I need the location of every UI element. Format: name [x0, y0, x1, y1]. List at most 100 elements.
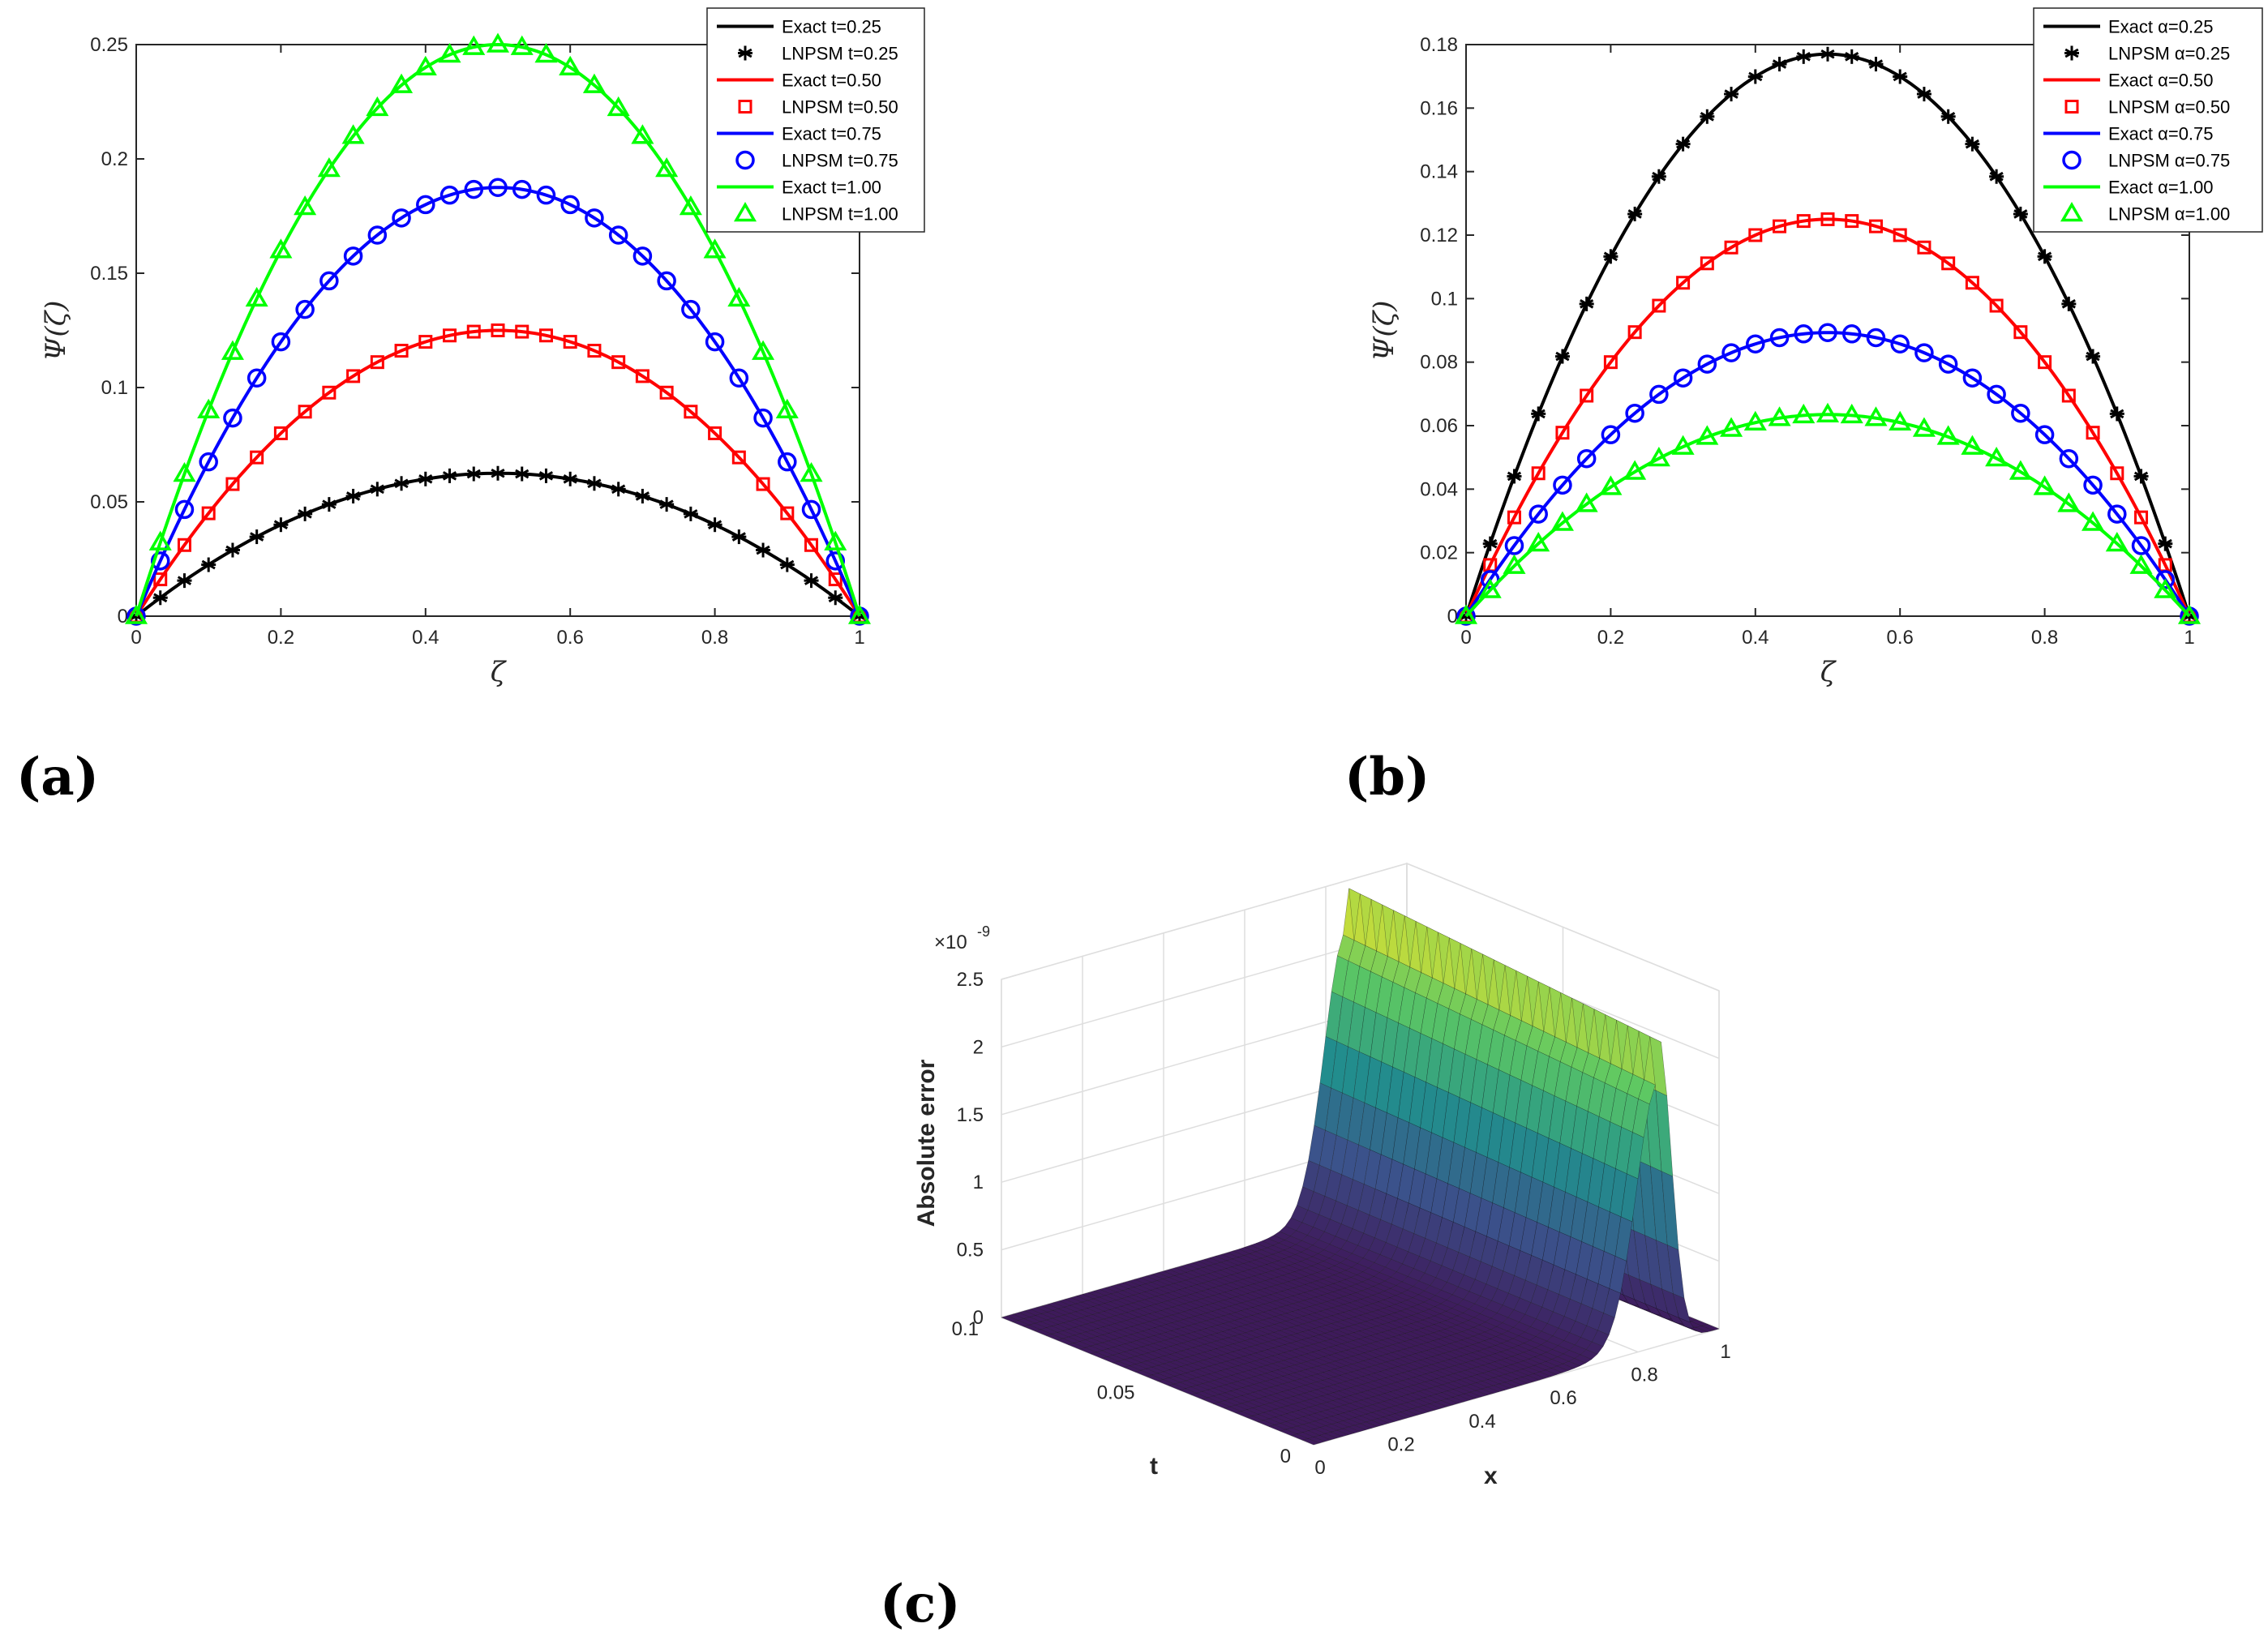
panelA-marker-0 [442, 468, 457, 483]
panelB-xtick-label: 0 [1460, 627, 1471, 649]
panelA-marker-1 [250, 450, 264, 465]
panelB-marker-0 [1868, 57, 1884, 72]
panelB-marker-3 [2177, 604, 2202, 624]
panelB-marker-3 [2057, 492, 2081, 512]
panelB-ytick-label: 0.04 [1420, 478, 1458, 500]
panelA-series-line-3 [135, 42, 861, 617]
panelB-marker-2 [1721, 343, 1741, 362]
panelA-marker-1 [298, 405, 312, 419]
panelA-xtick-label: 0.6 [557, 627, 584, 649]
panelA-marker-1 [273, 426, 288, 440]
panelA-marker-2 [295, 299, 315, 319]
panelB-marker-3 [1743, 410, 1767, 431]
panelA-ytick-label: 0.25 [90, 34, 128, 56]
panelA-legend-marker-0 [738, 45, 752, 61]
panelB-ytick-label: 0.1 [1431, 288, 1458, 310]
panelA-marker-0 [201, 557, 217, 572]
panelA-marker-0 [804, 573, 819, 589]
panelA-marker-1 [394, 344, 409, 358]
panelA-marker-0 [321, 497, 337, 512]
panelB-marker-1 [1676, 276, 1691, 290]
panelB-marker-1 [1700, 256, 1714, 271]
panelA-marker-3 [486, 32, 510, 53]
panelA-marker-3 [775, 398, 799, 418]
panelA-marker-2 [392, 208, 411, 228]
panel-c-ztick-label: 0.5 [957, 1240, 984, 1262]
panelB-marker-0 [1916, 87, 1931, 102]
panelB-marker-0 [1627, 206, 1643, 221]
panelA-series-line-2 [135, 186, 861, 617]
panel-c-xtick-label: 0.8 [1631, 1364, 1657, 1386]
panelB-marker-1 [1748, 228, 1763, 242]
panelA-marker-1 [322, 385, 337, 400]
panelB-xtick-label: 1 [2184, 627, 2194, 649]
panelB-marker-0 [1675, 136, 1691, 152]
panelA-marker-2 [343, 246, 363, 266]
panelA-xtick-label: 1 [854, 627, 864, 649]
panelB-marker-3 [1671, 435, 1695, 455]
panelB-marker-1 [1580, 388, 1594, 403]
panelB-marker-0 [2133, 469, 2149, 484]
panelA-marker-2 [585, 208, 604, 228]
panelB-marker-3 [1575, 492, 1598, 512]
panelB-xtick-label: 0.8 [2031, 627, 2058, 649]
panelB-legend-box [2033, 7, 2263, 233]
panelB-ytick-label: 0 [1447, 606, 1458, 628]
panelB-legend-marker-1 [2064, 100, 2079, 114]
panelA-marker-2 [657, 271, 676, 291]
panelB-marker-1 [1603, 355, 1618, 370]
panel-c-ztick-label: 1.5 [957, 1104, 984, 1126]
panelB-marker-1 [1845, 214, 1859, 229]
panel-c-ztick-label: 1 [973, 1172, 984, 1193]
panelA-marker-0 [683, 506, 698, 521]
panelA-marker-3 [703, 238, 727, 259]
panelA-legend-marker-1 [738, 100, 752, 114]
panelB-ytick-label: 0.16 [1420, 97, 1458, 119]
panelA-marker-0 [152, 590, 168, 606]
panelB-legend-label-exact-3: Exact α=1.00 [2108, 178, 2214, 198]
panelB-marker-2 [1890, 334, 1910, 353]
panelA-marker-1 [708, 426, 722, 440]
panelA-marker-1 [466, 324, 481, 339]
panelA-marker-0 [177, 573, 192, 589]
panelA-marker-1 [201, 506, 216, 520]
panelB-ytick-label: 0.12 [1420, 225, 1458, 246]
panel-c-xtick-label: 0.6 [1550, 1387, 1576, 1409]
panelA-marker-2 [439, 185, 460, 205]
panelB-marker-3 [2154, 578, 2177, 598]
panelA-marker-0 [225, 542, 240, 558]
panelB-marker-0 [1531, 406, 1546, 422]
panelA-marker-2 [536, 185, 556, 205]
panelA-marker-2 [825, 551, 846, 571]
panelA-marker-0 [779, 557, 795, 572]
panelB-marker-1 [1820, 212, 1835, 226]
panel-c-ttick-label: 0.1 [952, 1318, 979, 1340]
panelB-marker-0 [1989, 169, 2004, 184]
panelA-ytick-label: 0.15 [90, 263, 128, 285]
panel-c-ztick-label: 2.5 [957, 969, 984, 991]
panelB-marker-2 [1697, 354, 1717, 374]
panelB-ytick-label: 0.18 [1420, 34, 1458, 56]
panelA-marker-1 [684, 405, 698, 419]
panelA-series-line-1 [135, 328, 861, 618]
panelA-marker-3 [510, 35, 534, 55]
panelB-marker-1 [1773, 219, 1787, 233]
panelB-marker-1 [2134, 510, 2149, 525]
panelA-marker-3 [847, 604, 872, 624]
panelB-series-line-2 [1464, 331, 2191, 618]
panelB-marker-2 [1987, 384, 2006, 405]
panelB-marker-3 [1912, 417, 1936, 437]
panelA-ytick-label: 0.05 [90, 491, 128, 513]
panelB-marker-1 [1507, 510, 1521, 525]
panelA-marker-3 [148, 530, 172, 550]
panelB-marker-0 [1603, 249, 1618, 264]
panelB-marker-3 [1985, 446, 2009, 467]
panelB-marker-3 [1816, 402, 1840, 423]
panelA-marker-3 [800, 462, 823, 482]
panelA-marker-3 [221, 340, 244, 360]
panelA-marker-1 [828, 572, 842, 587]
panel-b-xlabel: ζ [1820, 656, 1837, 688]
panelB-marker-2 [1818, 323, 1837, 342]
panelB-marker-1 [2110, 466, 2124, 481]
